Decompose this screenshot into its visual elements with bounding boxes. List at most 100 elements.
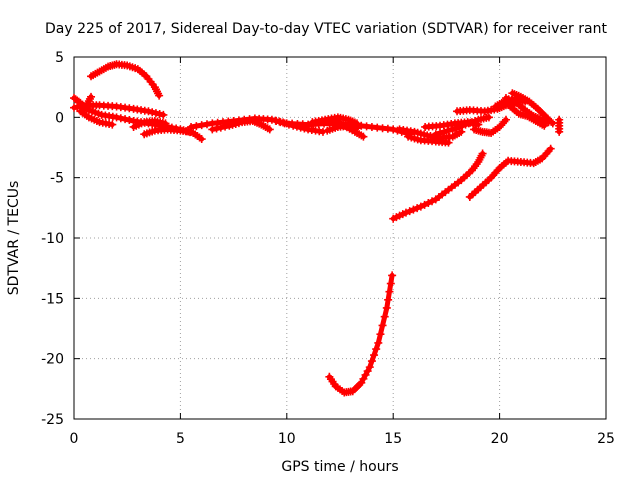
x-tick-label: 15 <box>384 431 402 447</box>
data-series <box>70 60 564 397</box>
y-tick-label: -25 <box>41 412 64 428</box>
data-point <box>151 109 160 118</box>
series-arc-mid-2 <box>208 116 274 134</box>
data-point <box>555 127 564 136</box>
x-tick-label: 20 <box>491 431 509 447</box>
data-point <box>431 130 440 139</box>
y-tick-label: -15 <box>41 291 64 307</box>
data-point <box>386 279 395 288</box>
data-point <box>416 202 425 211</box>
data-point <box>108 120 117 129</box>
data-point <box>192 122 201 131</box>
data-point <box>367 357 376 366</box>
data-point <box>216 123 225 132</box>
data-point <box>401 208 410 217</box>
series-arc-late-2 <box>404 132 453 147</box>
data-point <box>148 108 157 117</box>
data-point <box>378 321 387 330</box>
data-point <box>155 91 164 100</box>
x-tick-label: 5 <box>176 431 185 447</box>
x-tick-label: 25 <box>597 431 615 447</box>
series-arc-deep-dip <box>325 271 397 397</box>
data-point <box>292 122 301 131</box>
data-point <box>359 132 368 141</box>
y-tick-label: -5 <box>50 171 64 187</box>
data-point <box>365 363 374 372</box>
data-point <box>444 126 453 135</box>
data-point <box>116 114 125 123</box>
data-point <box>478 149 487 158</box>
x-tick-label: 10 <box>278 431 296 447</box>
data-point <box>265 125 274 134</box>
data-point <box>409 205 418 214</box>
data-point <box>187 122 196 131</box>
data-point <box>197 135 206 144</box>
data-point <box>420 200 429 209</box>
series-arc-early-5 <box>140 125 196 139</box>
x-axis-label: GPS time / hours <box>281 459 398 475</box>
data-point <box>280 119 289 128</box>
series-arc-late-4 <box>431 113 493 139</box>
data-point <box>272 116 281 125</box>
data-point <box>78 108 87 117</box>
data-point <box>428 197 437 206</box>
chart-title: Day 225 of 2017, Sidereal Day-to-day VTE… <box>45 21 607 37</box>
data-point <box>125 116 134 125</box>
data-point <box>374 338 383 347</box>
y-tick-label: 0 <box>55 110 64 126</box>
data-point <box>388 271 397 280</box>
y-tick-label: -20 <box>41 352 64 368</box>
data-point <box>208 125 217 134</box>
data-point <box>444 138 453 147</box>
data-point <box>370 351 379 360</box>
data-point <box>546 144 555 153</box>
data-point <box>284 120 293 129</box>
data-point <box>385 287 394 296</box>
data-point <box>384 295 393 304</box>
series-arc-rise-1 <box>389 149 487 223</box>
data-point <box>521 97 530 106</box>
data-point <box>296 123 305 132</box>
data-point <box>380 312 389 321</box>
data-point <box>436 129 445 138</box>
data-point <box>79 106 88 115</box>
data-point <box>501 115 510 124</box>
y-axis-label: SDTVAR / TECUs <box>6 181 22 296</box>
data-point <box>372 345 381 354</box>
data-point <box>161 119 170 128</box>
data-point <box>159 110 168 119</box>
series-arc-mid-3 <box>272 116 327 136</box>
data-point <box>405 207 414 216</box>
data-point <box>457 127 466 136</box>
data-point <box>544 118 553 127</box>
data-point <box>413 204 422 213</box>
data-point <box>484 113 493 122</box>
series-arc-late-9 <box>506 102 549 130</box>
series-arc-late-10 <box>491 95 530 111</box>
data-point <box>197 121 206 130</box>
grid-lines <box>74 57 606 419</box>
data-point <box>212 124 221 133</box>
series-arc-early-6 <box>129 116 170 131</box>
series-arc-late-5 <box>470 115 510 138</box>
data-point <box>144 107 153 116</box>
data-point <box>440 127 449 136</box>
series-arc-early-4 <box>78 92 96 117</box>
data-point <box>300 124 309 133</box>
data-point <box>500 117 509 126</box>
data-point <box>376 330 385 339</box>
y-tick-label: 5 <box>55 50 64 66</box>
x-tick-label: 0 <box>70 431 79 447</box>
data-point <box>382 303 391 312</box>
data-point <box>276 118 285 127</box>
data-point <box>424 199 433 208</box>
data-point <box>155 110 164 119</box>
data-point <box>112 113 121 122</box>
series-arc-upper-hump <box>87 60 164 100</box>
data-point <box>289 121 298 130</box>
series-arc-rise-2 <box>465 144 555 201</box>
series-arc-end-cross <box>555 115 564 136</box>
data-point <box>121 115 130 124</box>
data-point <box>203 120 211 129</box>
